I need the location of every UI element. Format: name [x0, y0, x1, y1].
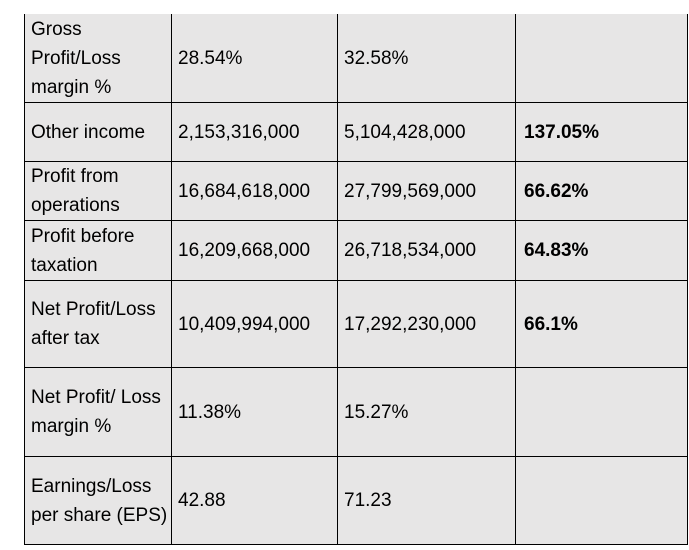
table-row: Net Profit/Loss after tax 10,409,994,000… [24, 280, 688, 368]
percent-change [515, 367, 688, 457]
table-row: Profit before taxation 16,209,668,000 26… [24, 220, 688, 281]
percent-change [515, 14, 688, 103]
percent-change: 137.05% [515, 102, 688, 162]
current-year-value: 27,799,569,000 [337, 161, 516, 221]
current-year-value: 5,104,428,000 [337, 102, 516, 162]
current-year-value: 26,718,534,000 [337, 220, 516, 281]
row-label: Profit from operations [24, 161, 172, 221]
row-label: Net Profit/Loss after tax [24, 280, 172, 368]
previous-year-value: 16,684,618,000 [171, 161, 338, 221]
previous-year-value: 11.38% [171, 367, 338, 457]
current-year-value: 17,292,230,000 [337, 280, 516, 368]
percent-change: 66.62% [515, 161, 688, 221]
row-label: Profit before taxation [24, 220, 172, 281]
previous-year-value: 16,209,668,000 [171, 220, 338, 281]
row-label: Gross Profit/Loss margin % [24, 14, 172, 103]
previous-year-value: 42.88 [171, 456, 338, 545]
current-year-value: 71.23 [337, 456, 516, 545]
percent-change: 64.83% [515, 220, 688, 281]
table-row: Earnings/Loss per share (EPS) 42.88 71.2… [24, 456, 688, 545]
row-label: Other income [24, 102, 172, 162]
previous-year-value: 28.54% [171, 14, 338, 103]
previous-year-value: 2,153,316,000 [171, 102, 338, 162]
table-row: Gross Profit/Loss margin % 28.54% 32.58% [24, 14, 688, 103]
row-label: Earnings/Loss per share (EPS) [24, 456, 172, 545]
row-label: Net Profit/ Loss margin % [24, 367, 172, 457]
percent-change [515, 456, 688, 545]
current-year-value: 32.58% [337, 14, 516, 103]
table-row: Other income 2,153,316,000 5,104,428,000… [24, 102, 688, 162]
financial-results-table: Gross Profit/Loss margin % 28.54% 32.58%… [24, 14, 688, 545]
table-row: Net Profit/ Loss margin % 11.38% 15.27% [24, 367, 688, 457]
current-year-value: 15.27% [337, 367, 516, 457]
table-row: Profit from operations 16,684,618,000 27… [24, 161, 688, 221]
percent-change: 66.1% [515, 280, 688, 368]
previous-year-value: 10,409,994,000 [171, 280, 338, 368]
